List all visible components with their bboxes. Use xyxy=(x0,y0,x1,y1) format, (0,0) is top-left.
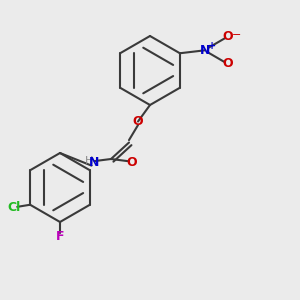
Text: N: N xyxy=(200,44,211,57)
Text: −: − xyxy=(232,30,241,40)
Text: O: O xyxy=(133,115,143,128)
Text: N: N xyxy=(89,155,99,169)
Text: O: O xyxy=(223,57,233,70)
Text: +: + xyxy=(208,41,216,51)
Text: O: O xyxy=(223,30,233,43)
Text: H: H xyxy=(85,155,93,166)
Text: F: F xyxy=(56,230,64,243)
Text: Cl: Cl xyxy=(7,201,20,214)
Text: O: O xyxy=(126,155,137,169)
